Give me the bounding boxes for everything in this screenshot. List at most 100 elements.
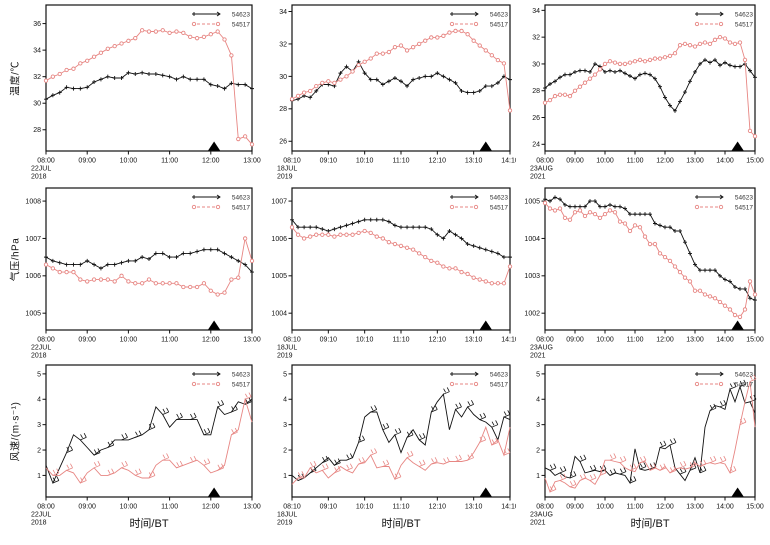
svg-text:15:00: 15:00	[746, 504, 764, 511]
svg-text:34: 34	[33, 48, 41, 55]
svg-text:22JUL: 22JUL	[31, 166, 51, 173]
svg-text:1004: 1004	[271, 311, 287, 318]
svg-text:1007: 1007	[25, 236, 41, 243]
svg-text:2018: 2018	[31, 520, 47, 527]
svg-text:13:10: 13:10	[465, 504, 483, 511]
svg-text:08:10: 08:10	[283, 337, 301, 344]
svg-text:14:00: 14:00	[716, 337, 734, 344]
svg-text:09:00: 09:00	[566, 504, 584, 511]
svg-text:08:00: 08:00	[37, 504, 55, 511]
svg-text:12:10: 12:10	[429, 158, 447, 165]
svg-text:09:00: 09:00	[78, 158, 96, 165]
svg-text:15:00: 15:00	[746, 158, 764, 165]
svg-text:12:00: 12:00	[202, 504, 220, 511]
svg-text:13:00: 13:00	[243, 158, 261, 165]
svg-text:5: 5	[536, 371, 540, 378]
svg-text:14:10: 14:10	[501, 504, 516, 511]
svg-text:11:10: 11:10	[393, 337, 410, 344]
svg-text:54517: 54517	[490, 204, 508, 211]
svg-text:54623: 54623	[232, 194, 250, 201]
svg-text:3: 3	[283, 422, 287, 429]
svg-text:12:10: 12:10	[429, 504, 447, 511]
svg-text:08:10: 08:10	[283, 158, 301, 165]
svg-text:1005: 1005	[25, 311, 41, 318]
chart-svg-w2018: 1 2 3 4 5 08:00 09:00 10:00 11:00 12:00 13:00 22JUL…	[31, 364, 261, 527]
svg-text:1006: 1006	[271, 236, 287, 243]
svg-text:54623: 54623	[735, 11, 753, 18]
svg-text:2: 2	[536, 447, 540, 454]
svg-text:36: 36	[33, 21, 41, 28]
chart-svg-p2018: 1005 1006 1007 1008 08:00 09:00 10:00 11:00 12:0…	[25, 187, 261, 359]
svg-text:13:10: 13:10	[465, 158, 483, 165]
svg-text:32: 32	[532, 35, 540, 42]
chart-svg-t2019: 26 28 30 32 34 08:10 09:10 10:10 11:10 12:10 13:10…	[277, 4, 516, 181]
chart-svg-t2018: 28 30 32 34 36 08:00 09:00 10:00 11:00 12:00 13:00…	[31, 4, 261, 180]
svg-text:28: 28	[279, 106, 287, 113]
svg-text:54517: 54517	[490, 381, 508, 388]
svg-text:22JUL: 22JUL	[31, 512, 51, 519]
panel-wind-23aug2021: 1 2 3 4 5 08:00 09:00 10:00 11:00 12:00 13:00 14:00…	[516, 358, 770, 545]
svg-text:1005: 1005	[524, 198, 540, 205]
x-axis-label-time-col3: 时间/BT	[630, 518, 670, 530]
svg-text:4: 4	[283, 397, 287, 404]
svg-text:11:00: 11:00	[627, 337, 644, 344]
svg-text:10:00: 10:00	[596, 158, 614, 165]
panel-wind-18jul2019: 1 2 3 4 5 08:10 09:10 10:10 11:10 12:10 13:10 14:10…	[262, 358, 516, 545]
svg-text:14:10: 14:10	[501, 158, 516, 165]
svg-text:1008: 1008	[25, 198, 41, 205]
svg-text:28: 28	[33, 127, 41, 134]
svg-text:13:00: 13:00	[686, 504, 704, 511]
svg-text:18JUL: 18JUL	[277, 512, 297, 519]
svg-text:2018: 2018	[31, 353, 47, 359]
svg-text:10:00: 10:00	[596, 504, 614, 511]
svg-text:30: 30	[33, 101, 41, 108]
panel-temperature-23aug2021: 24 26 28 30 32 34 08:00 09:00 10:00 11:00 12:00 13:…	[516, 0, 770, 180]
svg-text:09:10: 09:10	[320, 504, 338, 511]
svg-text:34: 34	[279, 9, 287, 16]
chart-svg-w2019: 1 2 3 4 5 08:10 09:10 10:10 11:10 12:10 13:10 14:10…	[277, 364, 516, 527]
svg-text:30: 30	[532, 61, 540, 68]
svg-text:1003: 1003	[524, 273, 540, 280]
svg-text:2: 2	[37, 447, 41, 454]
svg-text:14:00: 14:00	[716, 504, 734, 511]
svg-text:13:00: 13:00	[686, 337, 704, 344]
svg-text:54517: 54517	[735, 21, 753, 28]
svg-text:13:00: 13:00	[686, 158, 704, 165]
svg-text:08:00: 08:00	[536, 504, 554, 511]
svg-text:08:00: 08:00	[37, 337, 55, 344]
svg-text:54517: 54517	[232, 21, 250, 28]
svg-text:23AUG: 23AUG	[530, 345, 553, 352]
svg-text:08:00: 08:00	[536, 158, 554, 165]
svg-text:09:00: 09:00	[78, 504, 96, 511]
svg-text:18JUL: 18JUL	[277, 166, 297, 173]
svg-text:5: 5	[283, 371, 287, 378]
svg-text:54517: 54517	[490, 21, 508, 28]
svg-text:54623: 54623	[232, 11, 250, 18]
chart-svg-p2019: 1004 1005 1006 1007 08:10 09:10 10:10 11:10 12:1…	[271, 187, 516, 358]
svg-text:26: 26	[279, 139, 287, 146]
svg-text:08:00: 08:00	[536, 337, 554, 344]
svg-text:2021: 2021	[530, 520, 546, 527]
svg-text:08:00: 08:00	[37, 158, 55, 165]
svg-text:1004: 1004	[524, 236, 540, 243]
svg-text:1005: 1005	[271, 273, 287, 280]
svg-text:2: 2	[283, 447, 287, 454]
svg-text:1006: 1006	[25, 273, 41, 280]
svg-text:24: 24	[532, 142, 540, 149]
svg-text:2019: 2019	[277, 174, 293, 181]
svg-text:13:10: 13:10	[465, 337, 483, 344]
svg-text:2019: 2019	[277, 520, 293, 527]
svg-text:3: 3	[536, 422, 540, 429]
svg-text:54623: 54623	[490, 194, 508, 201]
svg-text:3: 3	[37, 422, 41, 429]
svg-text:09:10: 09:10	[320, 158, 338, 165]
svg-text:54623: 54623	[490, 371, 508, 378]
svg-text:34: 34	[532, 8, 540, 15]
svg-text:54517: 54517	[232, 381, 250, 388]
x-axis-label-time-col1: 时间/BT	[129, 518, 169, 530]
svg-text:54623: 54623	[735, 371, 753, 378]
panel-pressure-18jul2019: 1004 1005 1006 1007 08:10 09:10 10:10 11:10 12:1…	[262, 180, 516, 358]
svg-text:54623: 54623	[232, 371, 250, 378]
svg-text:10:10: 10:10	[356, 337, 374, 344]
svg-text:11:00: 11:00	[627, 158, 644, 165]
